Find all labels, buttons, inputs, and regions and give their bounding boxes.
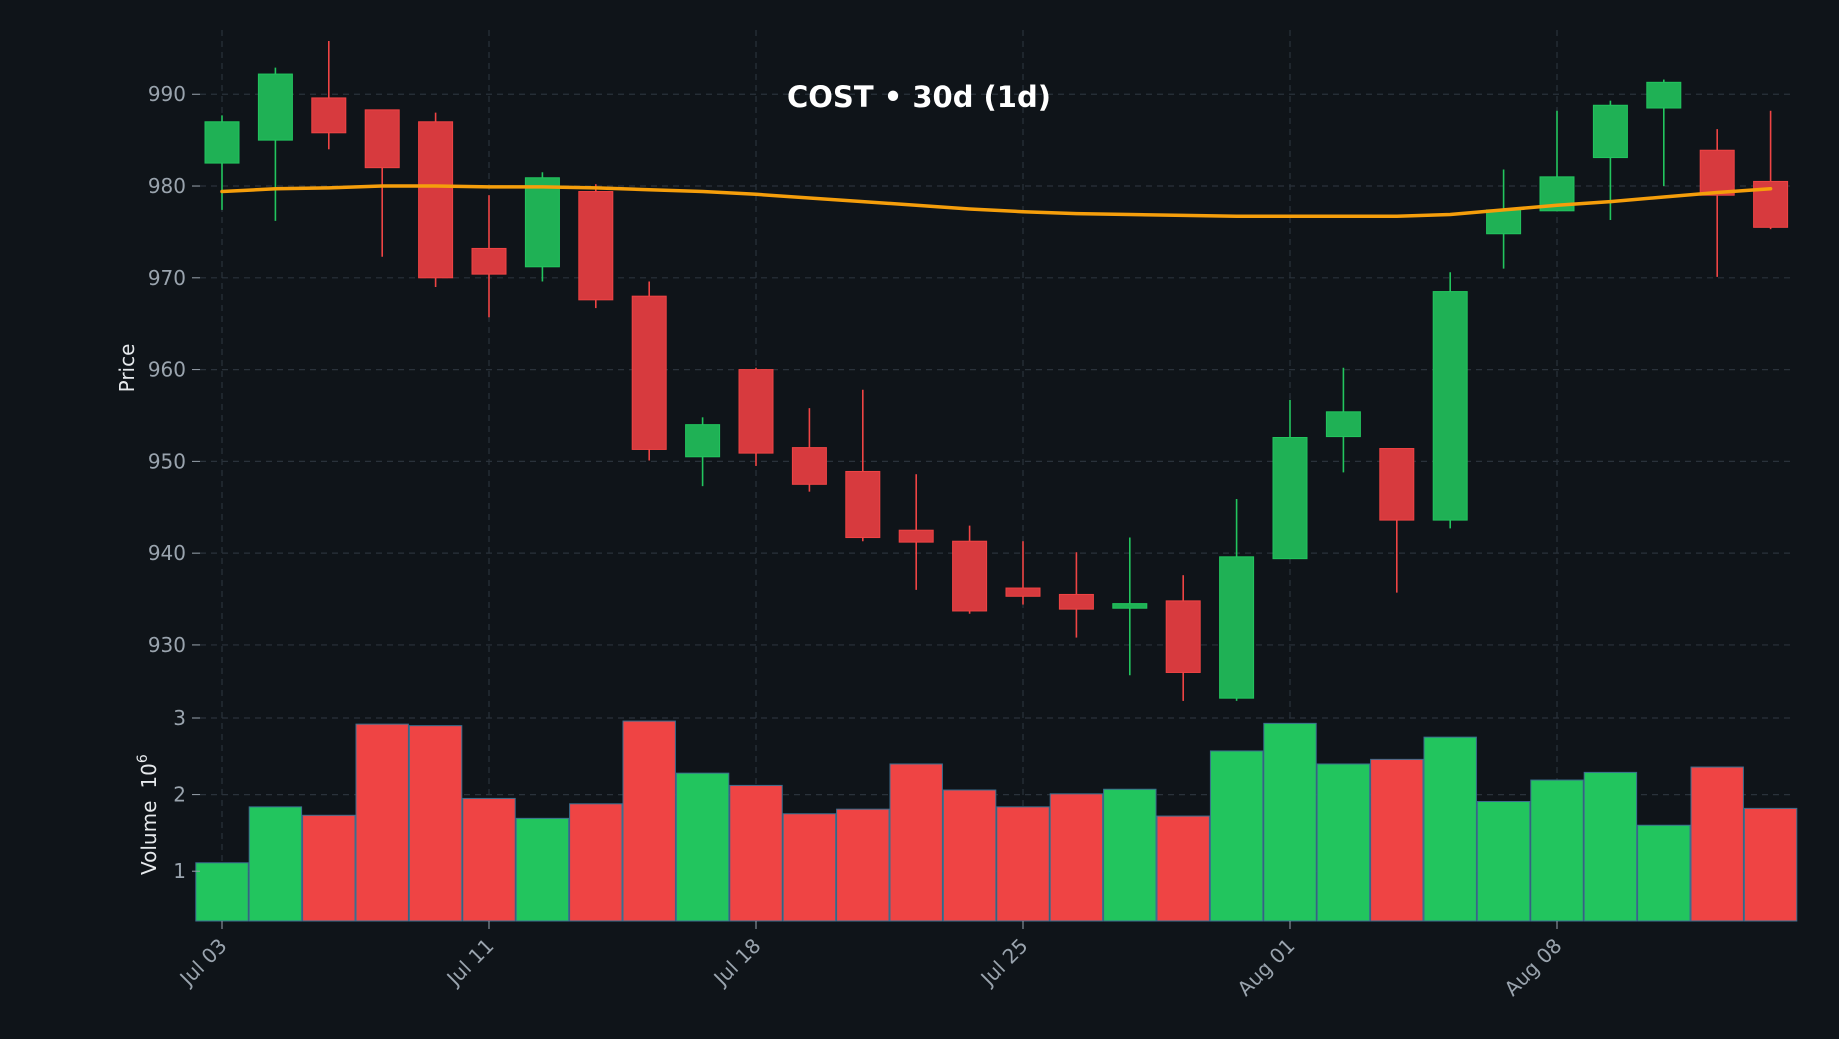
- candle-body: [685, 424, 721, 458]
- candle-body: [1272, 437, 1308, 560]
- candle-body: [471, 247, 507, 275]
- volume-bar: [462, 797, 516, 922]
- candle-body: [1486, 209, 1522, 235]
- price-candles: [204, 41, 1789, 701]
- price-tick-label: 950: [148, 449, 186, 473]
- candle-body: [311, 97, 347, 134]
- volume-tick-label: 3: [173, 706, 186, 730]
- candle-body: [845, 470, 881, 539]
- volume-bars: [195, 720, 1798, 922]
- date-tick-label: Aug 08: [1499, 934, 1566, 1001]
- volume-bar: [889, 763, 943, 922]
- volume-bar: [996, 806, 1050, 922]
- volume-bar: [355, 723, 409, 922]
- date-tick-label: Aug 01: [1232, 934, 1299, 1001]
- candle-body: [257, 73, 293, 141]
- candle-body: [1325, 411, 1361, 438]
- volume-axis-label-group: Volume 106: [135, 754, 161, 875]
- date-tick-label: Jul 03: [174, 934, 232, 992]
- candle-body: [1058, 593, 1094, 610]
- volume-multiplier-base: 10: [137, 763, 161, 788]
- volume-bar: [302, 814, 356, 922]
- candle-body: [952, 540, 988, 612]
- volume-bar: [1263, 722, 1317, 922]
- volume-bar: [569, 803, 623, 922]
- volume-bar: [515, 817, 570, 922]
- price-tick-label: 980: [148, 174, 186, 198]
- volume-bar: [942, 789, 997, 922]
- volume-tick-label: 2: [173, 783, 186, 807]
- candle-body: [1646, 81, 1682, 109]
- date-tick-label: Jul 11: [441, 934, 499, 992]
- candle-body: [578, 191, 614, 301]
- volume-bar: [675, 772, 730, 922]
- volume-bar: [248, 806, 303, 922]
- price-tick-label: 970: [148, 266, 186, 290]
- volume-bar: [836, 808, 890, 922]
- moving-average-line: [220, 184, 1773, 219]
- volume-bar: [1423, 736, 1477, 922]
- price-tick-label: 960: [148, 358, 186, 382]
- volume-bar: [1637, 824, 1691, 922]
- volume-bar: [1103, 788, 1157, 922]
- candle-body: [1219, 556, 1255, 699]
- volume-bar: [1316, 763, 1371, 922]
- chart-title: COST • 30d (1d): [787, 80, 1051, 114]
- candle-body: [204, 121, 240, 164]
- candle-body: [364, 109, 400, 169]
- candle-body: [631, 295, 667, 450]
- moving-average: [220, 184, 1773, 219]
- volume-bar: [195, 862, 249, 922]
- candle-body: [791, 447, 827, 485]
- volume-bar: [1743, 807, 1798, 922]
- volume-bar: [782, 813, 837, 922]
- candle-body: [898, 529, 934, 543]
- volume-bar: [622, 720, 676, 922]
- candle-body: [1592, 104, 1628, 159]
- price-tick-label: 940: [148, 541, 186, 565]
- candle-body: [524, 177, 560, 268]
- candle-body: [1005, 587, 1041, 597]
- volume-bar: [729, 784, 783, 922]
- candle-body: [1112, 603, 1148, 609]
- volume-bar: [1209, 750, 1264, 922]
- volume-bar: [1530, 779, 1584, 922]
- svg-text:Volume106: Volume 106: [135, 754, 161, 875]
- volume-bar: [1476, 800, 1531, 922]
- candle-body: [1699, 149, 1735, 196]
- volume-bar: [1370, 758, 1424, 922]
- date-tick-label: Jul 25: [975, 934, 1033, 992]
- candle-body: [418, 121, 454, 279]
- price-axis-label: Price: [115, 344, 139, 393]
- volume-bar: [1049, 793, 1104, 922]
- volume-bar: [1583, 771, 1638, 922]
- candle-body: [738, 369, 774, 454]
- volume-axis-label: Volume: [137, 801, 161, 875]
- candle-body: [1165, 600, 1201, 673]
- price-tick-label: 990: [148, 82, 186, 106]
- price-tick-label: 930: [148, 633, 186, 657]
- date-tick-label: Jul 18: [708, 934, 766, 992]
- volume-bar: [408, 725, 463, 922]
- candle-body: [1432, 291, 1468, 521]
- volume-tick-label: 1: [173, 859, 186, 883]
- volume-multiplier-exponent: 6: [135, 754, 151, 763]
- volume-bar: [1156, 815, 1210, 922]
- volume-bar: [1690, 766, 1744, 922]
- candle-body: [1379, 448, 1415, 521]
